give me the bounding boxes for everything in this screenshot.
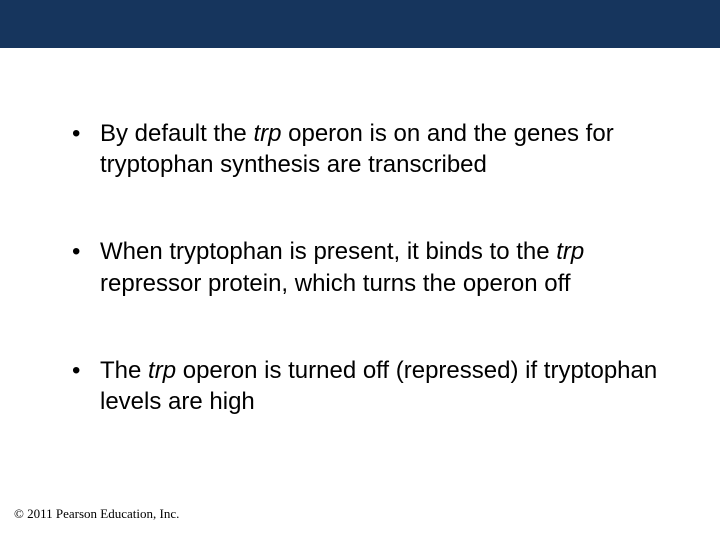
slide-content: By default the trp operon is on and the … [0, 48, 720, 417]
bullet-item: When tryptophan is present, it binds to … [60, 236, 680, 298]
bullet-text-segment: By default the [100, 120, 253, 147]
bullet-text-segment: repressor protein, which turns the opero… [100, 270, 570, 297]
bullet-text-segment: When tryptophan is present, it binds to … [100, 238, 556, 265]
bullet-list: By default the trp operon is on and the … [60, 118, 680, 417]
bullet-item: The trp operon is turned off (repressed)… [60, 355, 680, 417]
bullet-item: By default the trp operon is on and the … [60, 118, 680, 180]
italic-term: trp [253, 120, 281, 147]
copyright-footer: © 2011 Pearson Education, Inc. [14, 506, 179, 522]
header-bar [0, 0, 720, 48]
italic-term: trp [556, 238, 584, 265]
italic-term: trp [148, 357, 176, 384]
bullet-text-segment: The [100, 357, 148, 384]
bullet-text-segment: operon is turned off (repressed) if tryp… [100, 357, 657, 415]
